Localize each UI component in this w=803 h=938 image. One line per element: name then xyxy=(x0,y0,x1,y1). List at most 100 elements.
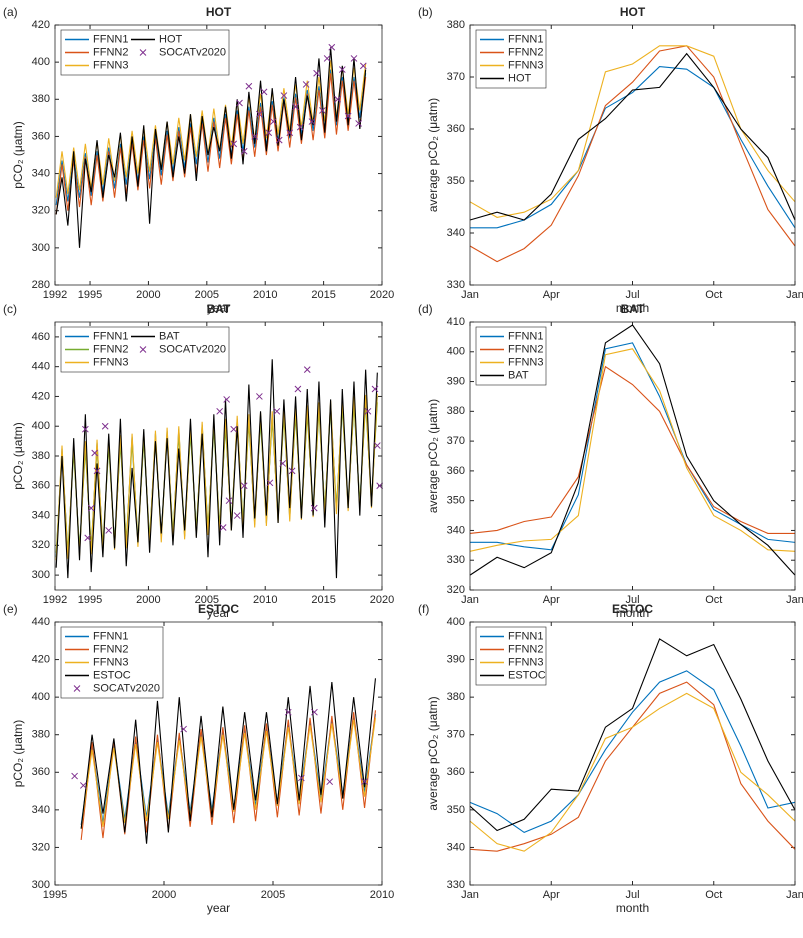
y-tick-label: 400 xyxy=(32,56,50,68)
y-tick-label: 320 xyxy=(447,584,465,596)
x-tick-label: 2005 xyxy=(195,594,219,606)
scatter-point xyxy=(279,460,287,467)
y-tick-label: 350 xyxy=(447,495,465,507)
x-tick-label: 2000 xyxy=(136,594,160,606)
scatter-point xyxy=(225,497,233,505)
scatter-point xyxy=(303,366,311,373)
chart-title: ESTOC xyxy=(612,602,653,616)
y-tick-label: 330 xyxy=(447,279,465,291)
scatter-point xyxy=(326,778,334,786)
scatter-point xyxy=(266,479,274,487)
series-line xyxy=(80,678,377,844)
y-tick-label: 330 xyxy=(447,554,465,566)
y-tick-label: 340 xyxy=(447,841,465,853)
series-line xyxy=(55,359,378,579)
x-axis-label: month xyxy=(616,606,649,620)
legend-label: FFNN1 xyxy=(93,33,128,45)
y-tick-label: 320 xyxy=(32,205,50,217)
x-tick-label: 1995 xyxy=(78,289,102,301)
x-tick-label: 1992 xyxy=(43,594,67,606)
scatter-point xyxy=(265,129,273,137)
x-tick-label: 2005 xyxy=(261,889,285,901)
y-tick-label: 320 xyxy=(32,841,50,853)
legend-label: FFNN1 xyxy=(508,630,543,642)
x-tick-label: 2005 xyxy=(195,289,219,301)
series-line xyxy=(469,324,796,576)
axes-frame xyxy=(469,24,796,286)
y-tick-label: 320 xyxy=(32,539,50,551)
scatter-point xyxy=(180,725,187,733)
y-tick-label: 440 xyxy=(32,361,50,373)
scatter-point xyxy=(230,140,238,148)
y-axis-label: pCO₂ (μatm) xyxy=(11,720,25,788)
scatter-point xyxy=(216,407,224,415)
y-tick-label: 390 xyxy=(447,375,465,387)
y-tick-label: 330 xyxy=(447,879,465,891)
x-tick-label: Jan xyxy=(786,889,803,901)
legend-label: FFNN2 xyxy=(93,343,128,355)
y-tick-label: 360 xyxy=(32,480,50,492)
x-tick-label: 1992 xyxy=(43,289,67,301)
legend-label: FFNN3 xyxy=(93,656,128,668)
y-tick-label: 340 xyxy=(447,227,465,239)
y-axis-label: average pCO₂ (μatm) xyxy=(426,696,440,810)
y-axis-label: pCO₂ (μatm) xyxy=(11,121,25,189)
scatter-point xyxy=(223,396,231,403)
x-tick-label: 2000 xyxy=(136,289,160,301)
y-tick-label: 460 xyxy=(32,331,50,343)
legend-marker xyxy=(139,346,147,353)
legend-label: SOCATv2020 xyxy=(93,682,160,694)
x-tick-label: Jul xyxy=(625,289,639,301)
scatter-point xyxy=(236,99,243,107)
scatter-point xyxy=(334,95,341,103)
scatter-point xyxy=(344,112,352,120)
scatter-point xyxy=(294,385,302,393)
legend-label: FFNN2 xyxy=(508,643,543,655)
series-line xyxy=(55,47,367,248)
panel: 1995 2000 2005 2010 300 320 340 360 380 400 420 440… xyxy=(3,602,394,915)
legend-label: FFNN2 xyxy=(508,46,543,58)
y-tick-label: 360 xyxy=(447,465,465,477)
x-axis-label: year xyxy=(207,901,230,915)
scatter-point xyxy=(256,110,263,118)
y-tick-label: 300 xyxy=(32,569,50,581)
y-tick-label: 370 xyxy=(447,71,465,83)
legend-label: FFNN3 xyxy=(508,656,543,668)
scatter-point xyxy=(105,527,113,534)
panel-label: (d) xyxy=(418,302,433,316)
x-tick-label: 2010 xyxy=(370,889,394,901)
scatter-point xyxy=(219,524,227,531)
scatter-point xyxy=(101,422,109,430)
x-tick-label: Jan xyxy=(786,594,803,606)
x-tick-label: Apr xyxy=(543,889,560,901)
x-tick-label: Apr xyxy=(543,289,560,301)
scatter-point xyxy=(350,55,358,62)
y-tick-label: 420 xyxy=(32,653,50,665)
series-line xyxy=(469,348,796,552)
series-line xyxy=(80,717,377,829)
axes-frame xyxy=(469,621,796,886)
legend-label: ESTOC xyxy=(508,669,546,681)
scatter-point xyxy=(230,425,238,433)
axes-frame xyxy=(54,321,383,591)
scatter-point xyxy=(311,708,318,716)
scatter-point xyxy=(93,467,101,475)
panel-label: (f) xyxy=(418,602,429,616)
y-tick-label: 400 xyxy=(32,420,50,432)
x-tick-label: Jan xyxy=(461,594,479,606)
legend-label: FFNN1 xyxy=(93,630,128,642)
y-tick-label: 420 xyxy=(32,390,50,402)
x-axis-label: month xyxy=(616,901,649,915)
scatter-point xyxy=(71,772,78,780)
panel: 1992 1995 2000 2005 2010 2015 2020 300 320 340 360… xyxy=(3,302,394,620)
scatter-point xyxy=(240,147,248,155)
panel-label: (e) xyxy=(3,602,18,616)
scatter-point xyxy=(297,774,305,782)
series-line xyxy=(469,52,796,221)
x-tick-label: 2020 xyxy=(370,289,394,301)
y-tick-label: 370 xyxy=(447,435,465,447)
y-axis-label: pCO₂ (μatm) xyxy=(11,422,25,490)
chart-title: BAT xyxy=(621,302,645,316)
legend-label: HOT xyxy=(508,72,532,84)
scatter-point xyxy=(302,81,310,88)
